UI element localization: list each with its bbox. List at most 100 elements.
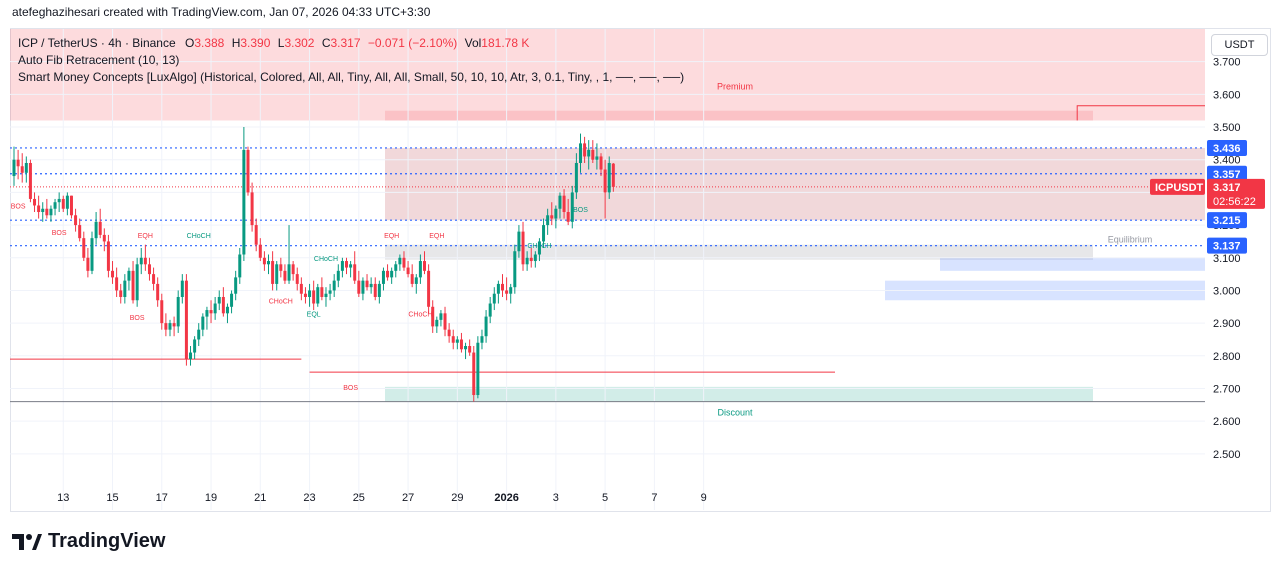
candle-body — [49, 208, 53, 216]
candle-body — [242, 149, 246, 255]
y-tick-label: 2.800 — [1213, 351, 1241, 363]
candle-body — [24, 162, 28, 173]
candle-body — [12, 159, 16, 177]
candle-body — [152, 274, 156, 284]
candle-body — [369, 283, 373, 288]
y-tick-label: 2.700 — [1213, 383, 1241, 395]
candle-body — [390, 270, 394, 278]
candle-body — [591, 149, 595, 160]
candle-body — [509, 287, 513, 294]
candle-body — [583, 143, 587, 157]
symbol-label[interactable]: ICP / TetherUS · 4h · Binance — [18, 36, 176, 50]
zone-label-discount: Discount — [717, 408, 753, 418]
x-tick-label: 19 — [205, 492, 217, 504]
candle-body — [160, 300, 164, 324]
candle-body — [550, 215, 554, 219]
candle-body — [230, 293, 234, 307]
candle-body — [345, 261, 349, 268]
currency-selector[interactable]: USDT — [1211, 34, 1268, 56]
y-tick-label: 3.500 — [1213, 122, 1241, 134]
candle-body — [139, 257, 143, 265]
candle-body — [275, 264, 279, 284]
candle-body — [86, 257, 90, 271]
high-line — [1076, 105, 1205, 121]
candle-body — [258, 244, 262, 258]
candle-body — [246, 149, 250, 193]
candle-body — [402, 257, 406, 268]
x-tick-label: 27 — [402, 492, 414, 504]
candle-body — [488, 303, 492, 317]
candle-body — [271, 261, 275, 284]
candle-body — [213, 303, 217, 314]
candle-body — [373, 283, 377, 297]
candle-body — [250, 192, 254, 226]
x-tick-label: 21 — [254, 492, 266, 504]
candle-body — [607, 162, 611, 193]
candle-body — [587, 149, 591, 157]
countdown-label: 02:56:22 — [1213, 196, 1256, 208]
candle-body — [135, 264, 139, 301]
candle-body — [349, 264, 353, 268]
x-tick-label: 23 — [303, 492, 315, 504]
candle-body — [197, 329, 201, 340]
zone-equilibrium — [385, 244, 1093, 260]
premium-band — [385, 110, 1093, 121]
candle-body — [377, 283, 381, 297]
candle-body — [16, 159, 20, 167]
x-tick-label: 15 — [106, 492, 118, 504]
change-value: −0.071 (−2.10%) — [367, 36, 458, 50]
x-tick-label: 29 — [451, 492, 463, 504]
candle-body — [480, 336, 484, 343]
x-tick-label: 7 — [651, 492, 657, 504]
candle-body — [603, 169, 607, 193]
zone-label-equilibrium: Equilibrium — [1108, 235, 1153, 245]
candle-body — [427, 270, 431, 307]
candle-body — [496, 283, 500, 294]
price-label: 3.215 — [1213, 215, 1241, 227]
candle-body — [451, 336, 455, 343]
candle-body — [193, 339, 197, 353]
candle-body — [295, 274, 299, 284]
structure-label-choch: CHoCH — [269, 299, 293, 306]
candle-body — [423, 261, 426, 271]
candle-body — [234, 277, 238, 294]
y-tick-label: 2.600 — [1213, 416, 1241, 428]
candle-body — [209, 310, 213, 314]
candle-body — [94, 221, 98, 239]
candle-body — [221, 296, 225, 314]
structure-label-choch: CHoCH — [187, 233, 211, 240]
high-value: 3.390 — [240, 36, 271, 50]
structure-label-bos: BOS — [52, 230, 67, 237]
indicator-fib[interactable]: Auto Fib Retracement (10, 13) — [18, 53, 180, 67]
candle-body — [123, 280, 127, 297]
bearish-order-block — [385, 147, 1205, 221]
candle-body — [599, 156, 603, 170]
candle-body — [361, 280, 365, 294]
candle-body — [53, 202, 57, 209]
candle-body — [147, 264, 151, 275]
candle-body — [500, 283, 504, 291]
structure-label-choch: CHoCH — [314, 256, 338, 263]
candle-body — [443, 313, 447, 330]
candle-body — [205, 310, 209, 317]
candle-body — [254, 225, 258, 245]
candle-body — [238, 254, 242, 278]
candle-body — [533, 254, 537, 262]
candle-body — [468, 346, 472, 353]
candle-body — [287, 264, 291, 281]
chart-credit: atefeghazihesari created with TradingVie… — [12, 5, 431, 19]
candle-body — [386, 270, 390, 278]
candle-body — [262, 257, 266, 265]
bullish-order-block-2 — [940, 257, 1205, 271]
candle-body — [414, 277, 418, 284]
candle-body — [320, 287, 324, 297]
structure-label-eqh: EQH — [138, 233, 153, 240]
indicator-smc[interactable]: Smart Money Concepts [LuxAlgo] (Historic… — [18, 70, 685, 84]
tradingview-logo[interactable]: TradingView — [12, 530, 165, 553]
y-tick-label: 3.700 — [1213, 57, 1241, 69]
candle-body — [353, 264, 357, 281]
candle-body — [418, 261, 422, 278]
candle-body — [394, 264, 398, 271]
candle-body — [537, 241, 541, 255]
